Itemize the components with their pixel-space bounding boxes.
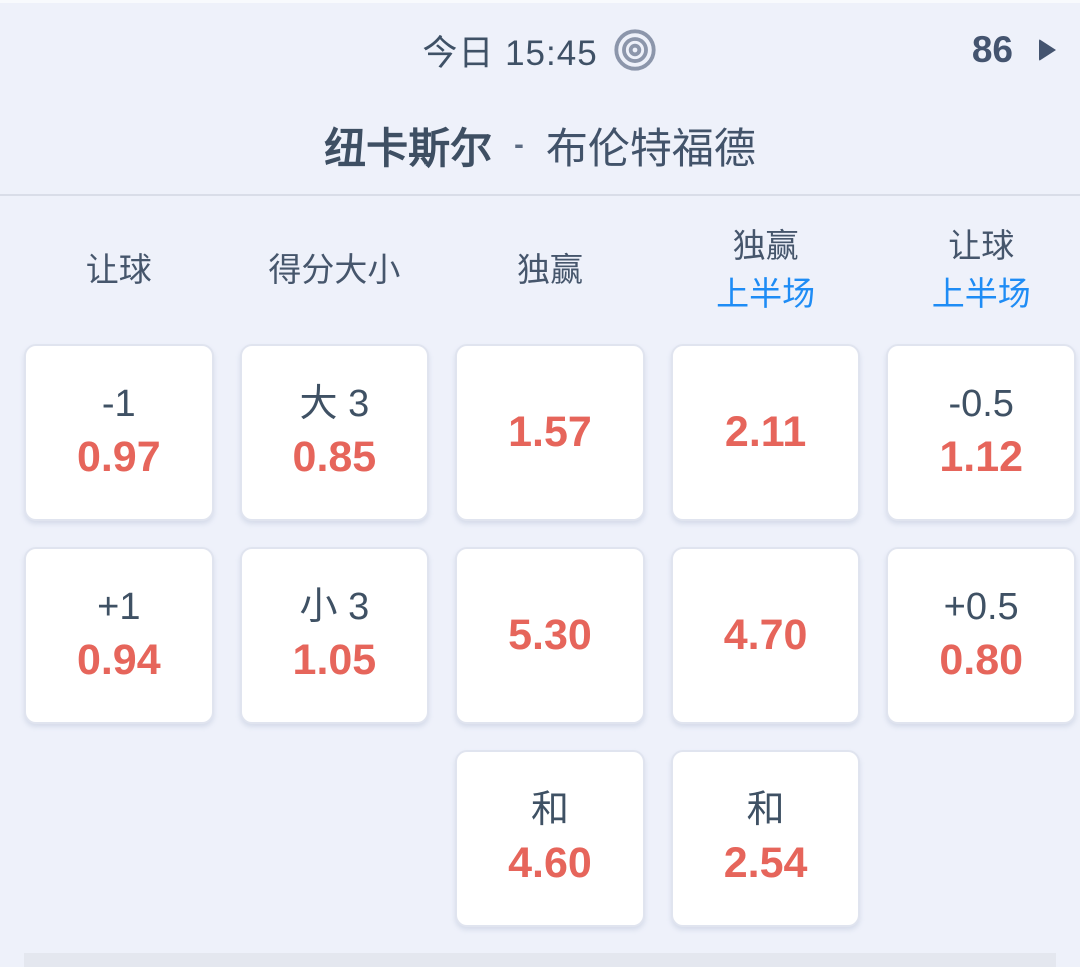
handicap-line: +0.5 bbox=[943, 585, 1019, 628]
column-header-moneyline: 独赢 bbox=[455, 196, 645, 344]
odds-value: 2.54 bbox=[723, 838, 808, 887]
team-separator: - bbox=[514, 129, 524, 161]
odds-cell-r2-total[interactable]: 小 3 1.05 bbox=[239, 547, 430, 724]
odds-value: 0.80 bbox=[939, 635, 1024, 684]
odds-value: 0.94 bbox=[76, 635, 161, 684]
draw-label: 和 bbox=[746, 788, 785, 831]
odds-value: 5.30 bbox=[508, 610, 592, 659]
odds-cell-r1-moneyline[interactable]: 1.57 bbox=[455, 344, 645, 521]
column-label: 让球 bbox=[948, 227, 1015, 265]
odds-cell-r1-handicap-1h[interactable]: -0.5 1.12 bbox=[886, 344, 1076, 521]
column-label: 独赢 bbox=[732, 227, 799, 265]
market-count-button[interactable]: 86 bbox=[972, 3, 1056, 97]
odds-value: 4.60 bbox=[508, 838, 592, 887]
home-team-name: 纽卡斯尔 bbox=[324, 125, 493, 172]
away-team-name: 布伦特福德 bbox=[545, 125, 756, 172]
odds-cell-r1-total[interactable]: 大 3 0.85 bbox=[239, 344, 430, 521]
odds-grid: -1 0.97 大 3 0.85 1.57 2.11 -0.5 1.12 +1 … bbox=[24, 344, 1076, 927]
handicap-line: -0.5 bbox=[948, 382, 1014, 425]
match-time-label: 今日 15:45 bbox=[422, 33, 598, 73]
column-header-handicap-1h: 让球 上半场 bbox=[886, 196, 1076, 344]
odds-cell-r2-moneyline[interactable]: 5.30 bbox=[455, 547, 645, 724]
odds-cell-r1-moneyline-1h[interactable]: 2.11 bbox=[670, 344, 861, 521]
odds-cell-r2-handicap[interactable]: +1 0.94 bbox=[24, 547, 214, 724]
odds-cell-r2-moneyline-1h[interactable]: 4.70 bbox=[670, 547, 861, 724]
match-title: 纽卡斯尔 - 布伦特福德 bbox=[0, 97, 1080, 196]
odds-cell-draw-moneyline[interactable]: 和 4.60 bbox=[455, 750, 645, 927]
market-count: 86 bbox=[971, 29, 1013, 70]
odds-cell-r2-handicap-1h[interactable]: +0.5 0.80 bbox=[886, 547, 1076, 724]
top-bar: 今日 15:45 86 bbox=[0, 3, 1080, 97]
total-line: 大 3 bbox=[299, 382, 370, 425]
column-label: 独赢 bbox=[516, 250, 583, 288]
odds-value: 4.70 bbox=[723, 610, 808, 659]
handicap-line: -1 bbox=[101, 382, 136, 425]
column-label: 让球 bbox=[85, 250, 152, 288]
market-headers: 让球 得分大小 独赢 独赢 上半场 让球 上半场 bbox=[24, 196, 1076, 344]
column-header-moneyline-1h: 独赢 上半场 bbox=[671, 196, 861, 344]
chevron-right-icon bbox=[1039, 39, 1056, 61]
odds-cell-r1-handicap[interactable]: -1 0.97 bbox=[24, 344, 214, 521]
odds-cell-draw-moneyline-1h[interactable]: 和 2.54 bbox=[670, 750, 861, 927]
odds-value: 1.05 bbox=[292, 635, 377, 684]
odds-value: 2.11 bbox=[724, 407, 807, 456]
odds-value: 1.57 bbox=[508, 407, 592, 456]
column-header-total-points: 得分大小 bbox=[240, 196, 430, 344]
column-sublabel-first-half[interactable]: 上半场 bbox=[716, 274, 816, 312]
column-label: 得分大小 bbox=[268, 250, 401, 288]
column-sublabel-first-half[interactable]: 上半场 bbox=[931, 274, 1031, 312]
target-icon bbox=[614, 29, 656, 71]
odds-value: 0.85 bbox=[292, 432, 377, 481]
handicap-line: +1 bbox=[97, 585, 141, 628]
draw-label: 和 bbox=[530, 788, 569, 831]
total-line: 小 3 bbox=[299, 585, 370, 628]
column-header-handicap: 让球 bbox=[24, 196, 214, 344]
odds-value: 1.12 bbox=[939, 432, 1024, 481]
next-section-edge bbox=[24, 953, 1056, 967]
odds-value: 0.97 bbox=[76, 432, 161, 481]
